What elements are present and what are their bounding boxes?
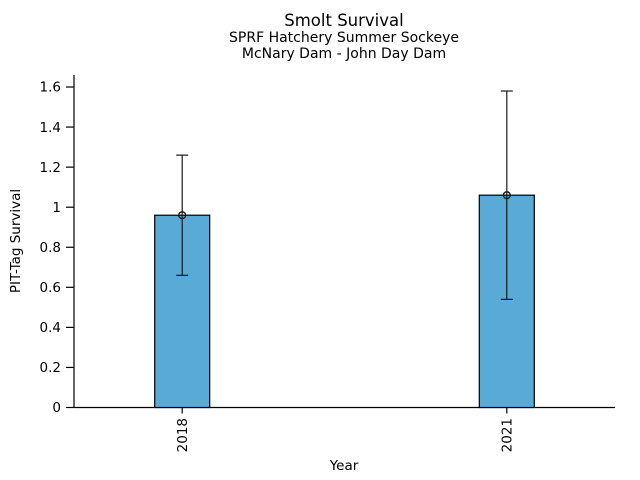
- y-tick-label: 0.6: [40, 280, 61, 296]
- chart-title: Smolt Survival: [284, 11, 404, 30]
- x-axis-label: Year: [329, 458, 359, 474]
- chart-subtitle-line1: SPRF Hatchery Summer Sockeye: [229, 30, 459, 46]
- y-tick-label: 1.4: [40, 120, 61, 136]
- chart-subtitle-line2: McNary Dam - John Day Dam: [241, 45, 447, 62]
- y-tick-label: 1.2: [40, 160, 61, 176]
- y-tick-label: 0.8: [40, 240, 61, 256]
- y-tick-label: 0: [52, 400, 61, 416]
- data-point-marker: [178, 211, 187, 220]
- data-point-marker: [502, 191, 511, 200]
- title-block: Smolt Survival SPRF Hatchery Summer Sock…: [229, 11, 459, 62]
- y-tick-label: 1: [52, 200, 61, 216]
- y-tick-label: 0.4: [40, 320, 61, 336]
- y-tick-label: 1.6: [40, 80, 61, 96]
- y-tick-label: 0.2: [40, 360, 61, 376]
- x-tick-label: 2018: [175, 418, 191, 452]
- x-tick-label: 2021: [500, 418, 516, 452]
